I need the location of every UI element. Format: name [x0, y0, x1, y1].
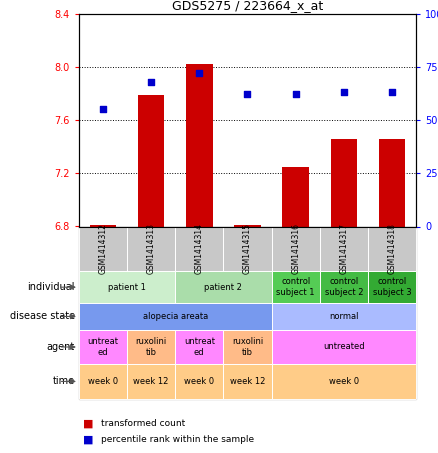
Bar — [127, 226, 175, 271]
Text: agent: agent — [47, 342, 75, 352]
Bar — [320, 226, 368, 271]
Bar — [223, 330, 272, 364]
Text: GSM1414318: GSM1414318 — [388, 223, 396, 275]
Bar — [223, 226, 272, 271]
Point — [196, 70, 203, 77]
Point — [389, 89, 396, 96]
Bar — [175, 271, 272, 303]
Bar — [79, 271, 175, 303]
Text: week 12: week 12 — [230, 377, 265, 386]
Text: time: time — [53, 376, 75, 386]
Bar — [138, 95, 164, 226]
Text: normal: normal — [329, 312, 359, 321]
Bar — [320, 271, 368, 303]
Text: week 0: week 0 — [184, 377, 214, 386]
Text: GSM1414313: GSM1414313 — [147, 223, 155, 275]
Bar — [379, 139, 405, 226]
Text: percentile rank within the sample: percentile rank within the sample — [101, 435, 254, 444]
Text: GSM1414317: GSM1414317 — [339, 223, 348, 275]
Text: GSM1414314: GSM1414314 — [195, 223, 204, 275]
Text: ruxolini
tib: ruxolini tib — [232, 337, 263, 357]
Point — [148, 78, 155, 85]
Bar — [272, 271, 320, 303]
Text: untreat
ed: untreat ed — [184, 337, 215, 357]
Bar — [79, 303, 272, 330]
Bar — [127, 330, 175, 364]
Bar — [90, 225, 116, 226]
Text: ■: ■ — [83, 419, 94, 429]
Text: transformed count: transformed count — [101, 419, 185, 428]
Bar — [175, 226, 223, 271]
Point — [99, 106, 106, 113]
Bar — [186, 64, 212, 226]
Text: untreat
ed: untreat ed — [88, 337, 118, 357]
Text: week 0: week 0 — [88, 377, 118, 386]
Bar — [175, 364, 223, 399]
Bar — [223, 364, 272, 399]
Bar — [79, 226, 127, 271]
Bar — [272, 226, 320, 271]
Text: GSM1414312: GSM1414312 — [99, 223, 107, 275]
Text: patient 2: patient 2 — [205, 283, 242, 292]
Text: GSM1414315: GSM1414315 — [243, 223, 252, 275]
Bar — [79, 330, 127, 364]
Text: GSM1414316: GSM1414316 — [291, 223, 300, 275]
Bar — [127, 364, 175, 399]
Bar — [368, 226, 416, 271]
Text: week 12: week 12 — [134, 377, 169, 386]
Bar — [272, 364, 416, 399]
Title: GDS5275 / 223664_x_at: GDS5275 / 223664_x_at — [172, 0, 323, 12]
Text: disease state: disease state — [10, 312, 75, 322]
Point — [340, 89, 347, 96]
Bar — [272, 303, 416, 330]
Text: control
subject 3: control subject 3 — [373, 278, 411, 297]
Bar — [175, 330, 223, 364]
Bar — [368, 271, 416, 303]
Point — [244, 91, 251, 98]
Text: alopecia areata: alopecia areata — [143, 312, 208, 321]
Text: ■: ■ — [83, 434, 94, 444]
Text: patient 1: patient 1 — [108, 283, 146, 292]
Text: control
subject 2: control subject 2 — [325, 278, 363, 297]
Bar — [79, 364, 127, 399]
Text: individual: individual — [28, 282, 75, 292]
Bar — [331, 139, 357, 226]
Text: ruxolini
tib: ruxolini tib — [135, 337, 167, 357]
Text: control
subject 1: control subject 1 — [276, 278, 315, 297]
Point — [292, 91, 299, 98]
Bar — [234, 225, 261, 226]
Text: untreated: untreated — [323, 342, 365, 352]
Bar — [283, 167, 309, 226]
Bar — [272, 330, 416, 364]
Text: week 0: week 0 — [329, 377, 359, 386]
